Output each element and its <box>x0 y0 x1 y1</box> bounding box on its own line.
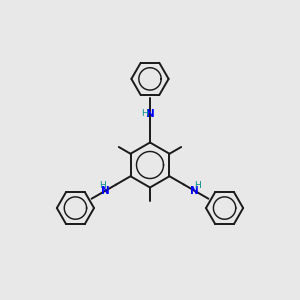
Text: H: H <box>100 181 106 190</box>
Text: H: H <box>141 110 147 118</box>
Text: N: N <box>146 109 154 119</box>
Text: N: N <box>190 185 199 196</box>
Text: N: N <box>101 185 110 196</box>
Text: H: H <box>194 181 200 190</box>
